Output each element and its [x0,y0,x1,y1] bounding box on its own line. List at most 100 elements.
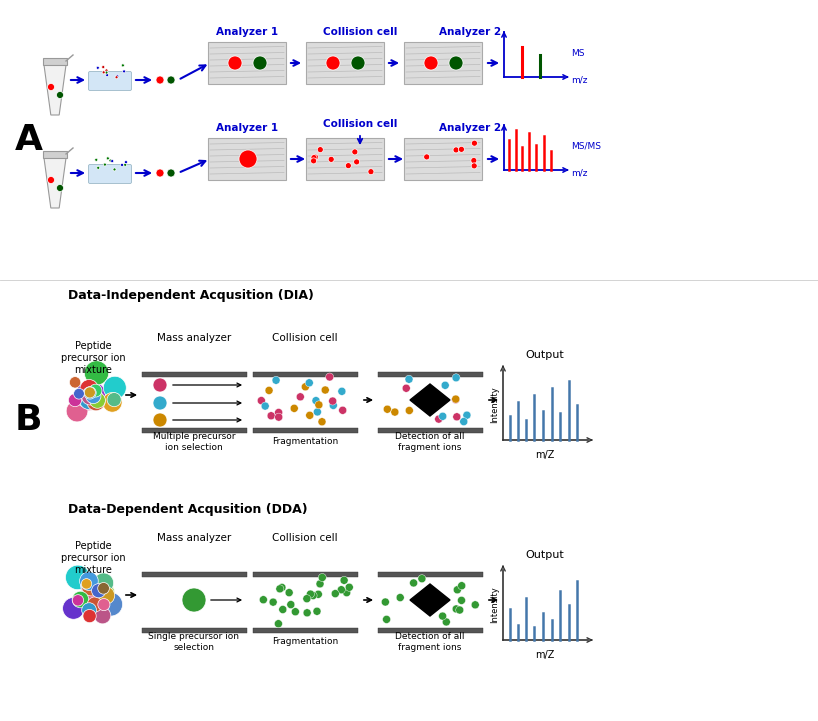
Circle shape [63,598,84,619]
Text: Intensity: Intensity [490,386,499,423]
Circle shape [81,574,103,597]
Circle shape [121,64,124,67]
Circle shape [261,402,269,410]
Circle shape [272,376,280,384]
Circle shape [94,607,110,624]
Circle shape [81,579,92,589]
Circle shape [315,401,323,409]
Bar [253,372,358,377]
Text: Collision cell: Collision cell [323,119,398,129]
Circle shape [321,386,329,394]
Circle shape [97,167,100,169]
Circle shape [471,601,479,609]
Circle shape [124,163,127,167]
Circle shape [156,76,164,84]
Circle shape [76,387,100,411]
Circle shape [438,412,447,420]
Text: Mass analyzer: Mass analyzer [157,533,231,543]
Circle shape [303,595,311,603]
Circle shape [267,412,275,420]
Text: Peptide
precursor ion
mixture: Peptide precursor ion mixture [61,340,125,376]
Circle shape [109,159,112,162]
Circle shape [65,565,90,590]
Text: Mass analyzer: Mass analyzer [157,333,231,343]
Circle shape [311,154,317,161]
Circle shape [116,75,119,78]
Bar [306,138,384,180]
Circle shape [269,598,277,606]
Circle shape [329,397,337,405]
Text: Collision cell: Collision cell [323,27,398,37]
Text: Peptide
precursor ion
mixture: Peptide precursor ion mixture [61,541,125,575]
Circle shape [452,395,460,403]
Bar [142,572,247,577]
Bar [404,138,482,180]
Circle shape [101,66,105,68]
Text: Analyzer 1: Analyzer 1 [216,27,278,37]
Text: Multiple precursor
ion selection: Multiple precursor ion selection [153,433,236,451]
Circle shape [89,392,106,408]
Circle shape [458,582,465,590]
Circle shape [120,164,124,167]
Circle shape [312,154,318,160]
Circle shape [351,56,365,70]
Circle shape [107,392,121,407]
Circle shape [81,585,105,609]
Circle shape [457,596,465,604]
Circle shape [56,185,64,192]
Circle shape [79,391,98,410]
FancyBboxPatch shape [88,164,132,184]
Circle shape [287,601,294,609]
Circle shape [345,163,352,169]
Circle shape [167,169,175,177]
Circle shape [317,146,323,153]
Circle shape [384,405,391,413]
Circle shape [434,415,443,423]
Circle shape [167,76,175,84]
Circle shape [97,66,99,69]
Circle shape [97,583,110,594]
Text: Analyzer 2: Analyzer 2 [439,27,501,37]
Circle shape [82,591,106,614]
Circle shape [326,56,340,70]
Circle shape [306,411,314,420]
Circle shape [274,620,282,628]
Circle shape [102,392,122,412]
Circle shape [391,408,399,416]
Circle shape [339,407,347,415]
Circle shape [328,156,335,162]
Circle shape [89,580,115,606]
Text: m/z: m/z [571,169,587,177]
Circle shape [331,590,339,598]
Circle shape [103,163,106,166]
Circle shape [98,598,110,611]
Circle shape [87,392,106,411]
Circle shape [253,56,267,70]
Circle shape [471,157,477,164]
Bar [208,138,286,180]
Text: MS: MS [571,48,585,58]
Circle shape [343,588,351,597]
Circle shape [106,157,110,160]
Circle shape [441,381,449,389]
Circle shape [285,588,293,596]
Circle shape [81,387,99,405]
Text: Data-Independent Acqusition (DIA): Data-Independent Acqusition (DIA) [68,288,314,301]
Circle shape [418,575,426,583]
Circle shape [89,384,102,397]
Bar [378,372,483,377]
Circle shape [313,408,321,416]
Circle shape [303,609,311,616]
Circle shape [124,161,128,164]
Text: m/Z: m/Z [535,650,555,660]
Circle shape [452,396,460,404]
Text: Fragmentation: Fragmentation [272,438,338,446]
Circle shape [410,579,417,587]
Bar [253,628,358,633]
Circle shape [340,576,348,584]
Text: Detection of all
fragment ions: Detection of all fragment ions [395,433,465,451]
Circle shape [296,393,304,401]
Circle shape [103,376,126,399]
Circle shape [102,71,106,74]
Polygon shape [410,384,450,416]
